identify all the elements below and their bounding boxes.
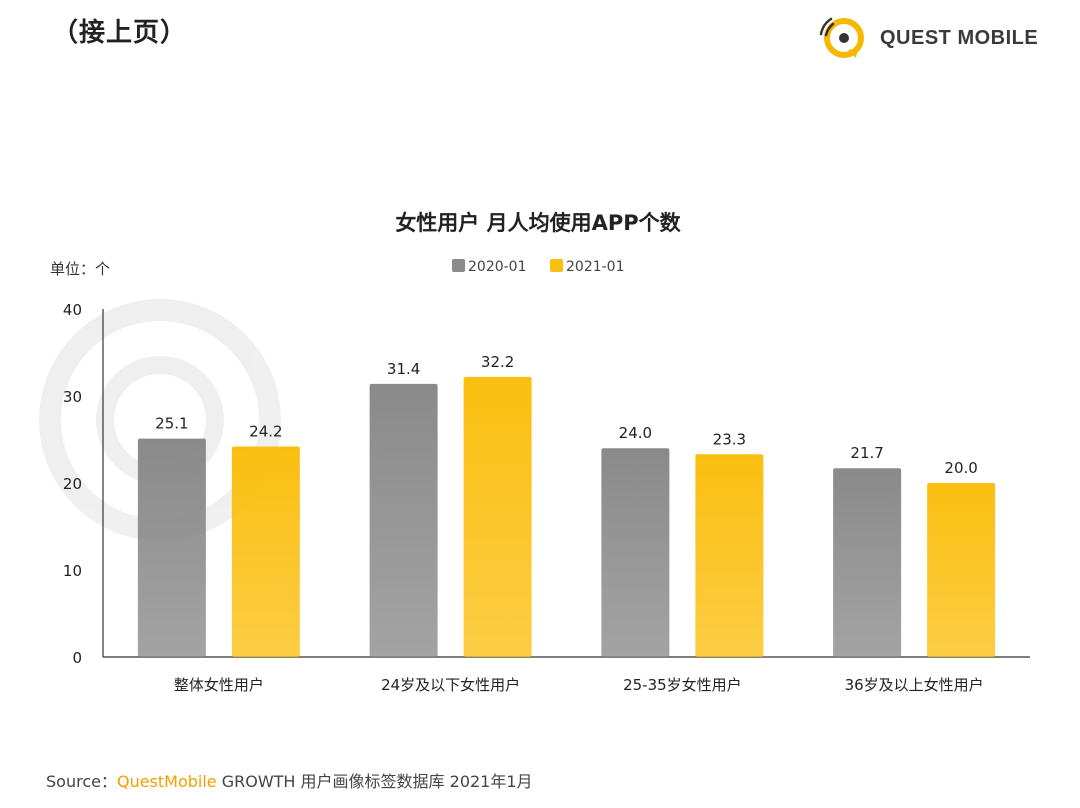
bar-2020-01 (833, 468, 902, 657)
chart-title: 女性用户 月人均使用APP个数 (395, 211, 681, 235)
legend-label: 2021-01 (566, 259, 625, 275)
legend: 2020-01 2021-01 (452, 259, 625, 275)
data-label: 32.2 (481, 353, 514, 371)
x-tick-label: 24岁及以下女性用户 (381, 676, 520, 694)
legend-label: 2020-01 (468, 259, 527, 275)
data-label: 24.0 (619, 424, 652, 442)
logo-text: QUEST MOBILE (880, 26, 1039, 49)
legend-swatch (550, 259, 563, 272)
data-label: 31.4 (387, 360, 420, 378)
bars: 25.1 24.2 31.4 32.2 24.0 23.3 21.7 20.0 (137, 353, 996, 657)
bar-2020-01 (601, 448, 670, 657)
legend-swatch (452, 259, 465, 272)
bar-2020-01 (369, 383, 438, 657)
source-footer: Source：QuestMobile GROWTH 用户画像标签数据库 2021… (46, 768, 533, 792)
bar-2020-01 (137, 438, 206, 657)
x-tick-label: 36岁及以上女性用户 (845, 676, 984, 694)
bar-2021-01 (463, 376, 532, 657)
unit-label: 单位：个 (50, 260, 110, 278)
source-prefix: Source： (46, 772, 117, 791)
bar-2021-01 (695, 454, 764, 657)
bar-2021-01 (231, 446, 300, 657)
data-label: 21.7 (850, 444, 883, 462)
source-suffix: GROWTH 用户画像标签数据库 2021年1月 (216, 772, 533, 791)
data-label: 25.1 (155, 415, 188, 433)
data-label: 24.2 (249, 422, 282, 440)
x-axis: 整体女性用户 24岁及以下女性用户 25-35岁女性用户 36岁及以上女性用户 (103, 656, 1030, 694)
y-tick-label: 10 (63, 562, 82, 580)
source-brand: QuestMobile (116, 772, 217, 791)
x-tick-label: 整体女性用户 (174, 676, 264, 694)
data-label: 20.0 (944, 459, 977, 477)
y-tick-label: 30 (63, 388, 82, 406)
y-tick-label: 40 (63, 301, 82, 319)
y-tick-label: 0 (72, 649, 82, 667)
data-label: 23.3 (713, 430, 746, 448)
quest-mobile-logo-icon (819, 17, 864, 58)
y-axis: 0 10 20 30 40 (63, 301, 104, 667)
page-header: （接上页） (52, 18, 188, 48)
x-tick-label: 25-35岁女性用户 (623, 676, 742, 694)
quest-mobile-logo: QUEST MOBILE (818, 14, 1038, 62)
bar-2021-01 (927, 483, 996, 657)
y-tick-label: 20 (63, 475, 82, 493)
